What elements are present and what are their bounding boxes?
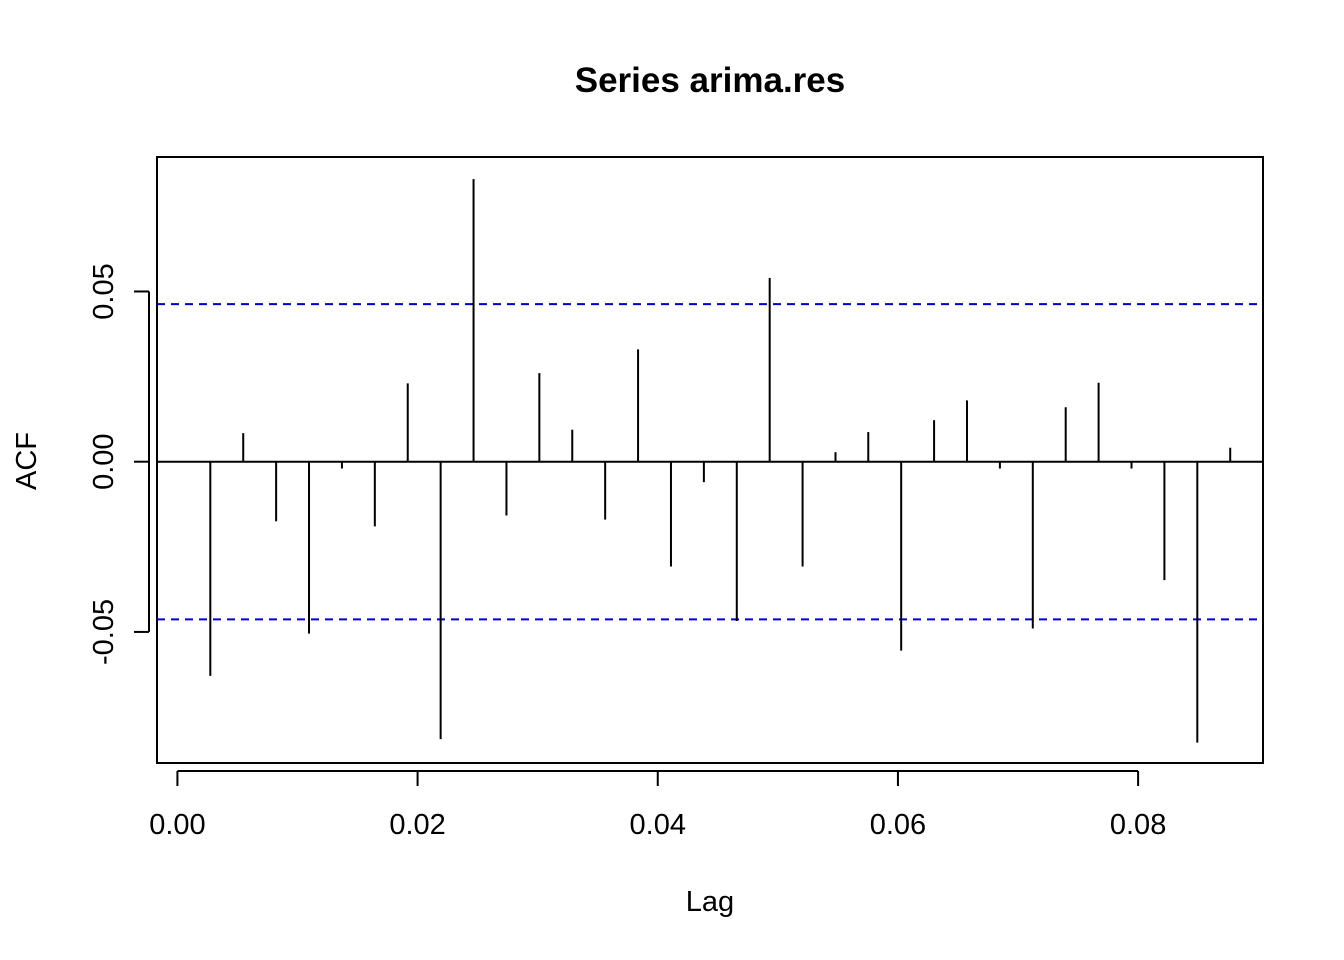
x-axis-label: Lag <box>686 886 734 918</box>
confidence-bands <box>157 303 1263 621</box>
y-tick-label: 0.05 <box>88 263 120 319</box>
x-tick-label: 0.06 <box>870 809 926 841</box>
x-tick-label: 0.02 <box>389 809 445 841</box>
y-axis: -0.05 0.00 0.05 <box>88 263 150 665</box>
x-axis: 0.00 0.02 0.04 0.06 0.08 <box>149 770 1166 841</box>
chart-title: Series arima.res <box>575 61 845 100</box>
y-tick-label: -0.05 <box>88 599 120 665</box>
x-tick-label: 0.08 <box>1110 809 1166 841</box>
y-tick-label: 0.00 <box>88 433 120 489</box>
y-axis-label: ACF <box>11 432 43 490</box>
x-tick-label: 0.04 <box>630 809 686 841</box>
x-tick-label: 0.00 <box>149 809 205 841</box>
acf-stems <box>209 179 1232 743</box>
plot-frame <box>156 156 1264 764</box>
